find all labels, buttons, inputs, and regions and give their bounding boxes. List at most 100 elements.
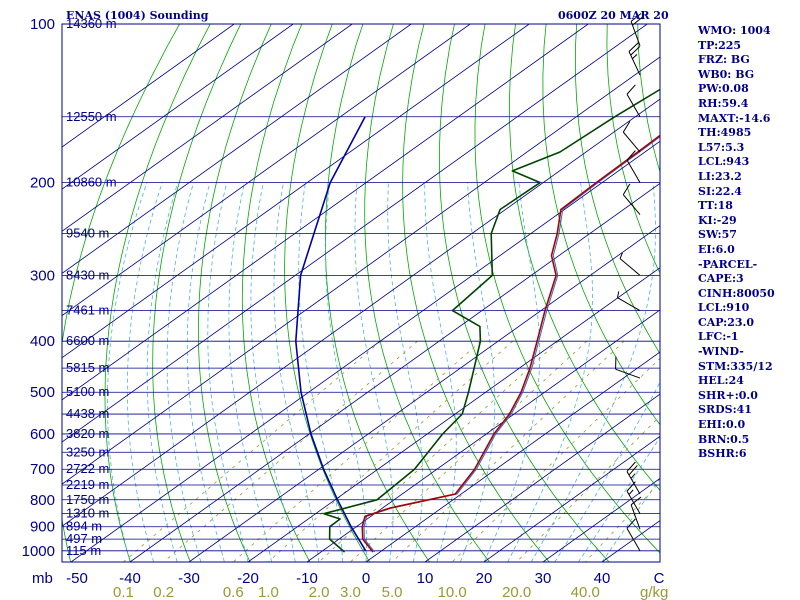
wind-barb xyxy=(626,150,641,183)
barb-flag xyxy=(626,84,636,95)
index-item: LCL:943 xyxy=(698,155,750,169)
dewpoint-trace xyxy=(323,88,660,553)
isotherm xyxy=(188,225,660,562)
dry-adiabat xyxy=(325,24,431,562)
index-item: EI:6.0 xyxy=(698,242,735,256)
pressure-tick-label: 600 xyxy=(30,426,55,443)
mixing-ratio-tick-label: 10.0 xyxy=(438,584,467,600)
mixing-ratio-tick-label: 5.0 xyxy=(382,584,403,600)
mixing-ratio-line xyxy=(318,340,559,562)
index-item: SW:57 xyxy=(698,228,737,242)
barb-staff xyxy=(617,297,641,312)
barb-half xyxy=(616,291,620,298)
index-item: FRZ: BG xyxy=(698,53,750,67)
barb-flag xyxy=(628,465,638,476)
index-item: -PARCEL- xyxy=(698,257,758,271)
isotherm xyxy=(424,393,660,562)
isotherm xyxy=(62,24,648,443)
wind-barbs xyxy=(615,13,643,552)
temperature-tick-label: 40 xyxy=(594,570,611,587)
height-label: 7461 m xyxy=(66,303,109,318)
height-label: 4438 m xyxy=(66,406,109,421)
temperature-tick-label: -20 xyxy=(237,570,259,587)
index-item: RH:59.4 xyxy=(698,96,749,110)
moist-adiabat xyxy=(250,182,296,562)
pressure-tick-label: 800 xyxy=(30,492,55,509)
index-item: TH:4985 xyxy=(698,126,752,140)
isotherm xyxy=(62,24,412,274)
index-item: BSHR:6 xyxy=(698,447,747,461)
index-item: SHR+:0.0 xyxy=(698,388,758,402)
barb-flag xyxy=(630,13,642,22)
index-item: HEL:24 xyxy=(698,374,744,388)
isotherm xyxy=(365,351,660,562)
isotherm xyxy=(62,24,589,401)
height-label: 3820 m xyxy=(66,426,109,441)
moist-adiabat xyxy=(228,182,272,562)
moist-adiabat xyxy=(387,182,424,562)
height-label: 9540 m xyxy=(66,226,109,241)
temperature-tick-label: -40 xyxy=(119,570,141,587)
dry-adiabat xyxy=(402,24,550,562)
index-item: TP:225 xyxy=(698,38,742,52)
temperature-tick-label: 30 xyxy=(535,570,552,587)
height-label: 1310 m xyxy=(66,506,109,521)
isotherm xyxy=(483,435,660,562)
moist-adiabat xyxy=(186,182,225,562)
temperature-tick-label: -10 xyxy=(296,570,318,587)
temperature-tick-label: -50 xyxy=(66,570,88,587)
index-item: -WIND- xyxy=(698,345,744,359)
mixing-ratio-tick-label: 3.0 xyxy=(340,584,361,600)
wind-barb xyxy=(630,13,643,46)
mixing-ratio-tick-label: 1.0 xyxy=(258,584,279,600)
barb-staff xyxy=(626,159,641,183)
wind-barb xyxy=(626,518,641,552)
isotherm xyxy=(62,24,353,232)
pressure-tick-label: 200 xyxy=(30,175,55,192)
height-label: 894 m xyxy=(66,519,102,534)
sounding-datetime: 0600Z 20 MAR 20 xyxy=(558,9,669,22)
height-label: 5815 m xyxy=(66,360,109,375)
mixing-ratio-line xyxy=(391,340,625,562)
height-label: 497 m xyxy=(66,531,102,546)
mixing-ratio-line xyxy=(451,357,660,562)
isotherm xyxy=(306,309,660,562)
moist-adiabat xyxy=(146,182,179,562)
mixing-ratio-line xyxy=(349,340,588,562)
wind-barb xyxy=(615,356,641,379)
pressure-tick-label: 700 xyxy=(30,461,55,478)
moist-adiabat xyxy=(126,182,163,562)
wind-barb xyxy=(630,496,642,530)
wind-barb xyxy=(622,183,641,215)
barb-half xyxy=(632,54,638,60)
index-item: CINH:80050 xyxy=(698,286,775,300)
isotherm xyxy=(62,24,471,317)
wind-barb xyxy=(626,84,641,118)
barb-flag xyxy=(626,518,636,529)
barb-staff xyxy=(630,504,641,530)
moist-adiabat xyxy=(578,436,660,562)
wind-barb xyxy=(626,461,641,495)
barb-flag xyxy=(622,183,631,195)
dry-adiabat xyxy=(284,24,371,562)
dry-adiabat xyxy=(574,24,660,355)
index-item: LCL:910 xyxy=(698,301,750,315)
station-title: ENAS (1004) Sounding xyxy=(66,9,209,22)
index-item: LFC:-1 xyxy=(698,330,739,344)
temperature-tick-label: C xyxy=(654,570,665,587)
moist-adiabat xyxy=(460,182,496,562)
temperature-tick-label: 10 xyxy=(417,570,434,587)
moist-adiabat xyxy=(325,182,367,562)
barb-flag xyxy=(632,16,643,26)
grid-lines xyxy=(62,24,660,562)
index-item: WMO: 1004 xyxy=(698,24,771,37)
barb-staff xyxy=(626,528,641,552)
dry-adiabat xyxy=(364,24,490,562)
moist-adiabat xyxy=(483,182,541,562)
barb-flag xyxy=(626,481,636,492)
pressure-tick-label: 300 xyxy=(30,267,55,284)
moist-adiabat xyxy=(273,182,320,562)
pressure-unit-label: mb xyxy=(32,570,53,587)
barb-half xyxy=(630,473,636,479)
